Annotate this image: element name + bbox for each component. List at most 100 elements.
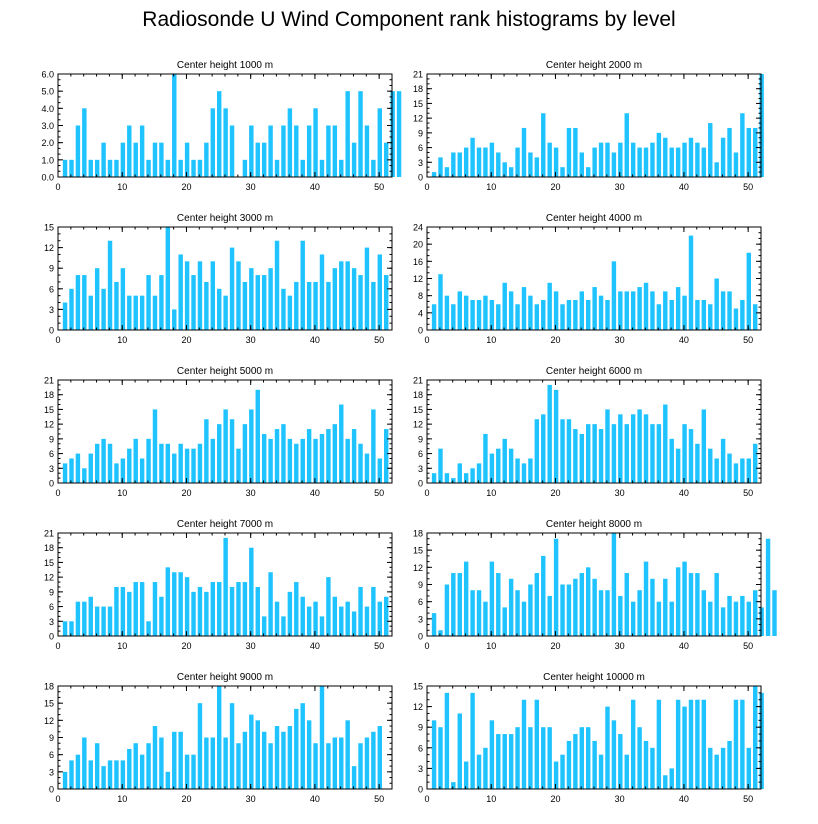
panel-title: Center height 1000 m xyxy=(177,60,273,71)
bar xyxy=(159,737,164,789)
bar xyxy=(94,159,100,177)
y-tick-label: 3 xyxy=(418,614,423,624)
bar xyxy=(358,586,363,636)
bar xyxy=(242,159,248,177)
x-tick-label: 20 xyxy=(550,488,560,498)
bar xyxy=(82,275,87,330)
x-tick-label: 40 xyxy=(679,488,689,498)
bar xyxy=(534,699,540,789)
y-tick-label: 0 xyxy=(418,632,423,642)
bar xyxy=(695,443,700,483)
bar xyxy=(184,142,190,177)
y-tick-label: 9 xyxy=(49,264,54,274)
bar xyxy=(62,159,68,177)
bar xyxy=(605,590,610,636)
bar xyxy=(127,748,132,789)
x-tick-label: 10 xyxy=(117,335,127,345)
y-tick-label: 18 xyxy=(44,682,54,692)
x-tick-label: 30 xyxy=(246,182,256,192)
bar xyxy=(120,142,126,177)
bar xyxy=(573,127,578,177)
bar xyxy=(332,596,338,636)
bar xyxy=(82,601,87,636)
bar xyxy=(547,384,552,483)
figure-title: Radiosonde U Wind Component rank histogr… xyxy=(142,8,676,31)
bar xyxy=(630,291,636,331)
bar xyxy=(650,291,655,331)
bar xyxy=(351,142,357,177)
bar xyxy=(287,438,293,483)
bar xyxy=(127,295,132,330)
bar xyxy=(753,686,758,789)
bar xyxy=(483,601,488,636)
x-tick-label: 40 xyxy=(310,641,320,651)
y-tick-label: 0 xyxy=(418,785,423,795)
bar xyxy=(560,754,565,789)
bar xyxy=(351,611,357,636)
bar xyxy=(746,127,751,177)
panel-title: Center height 5000 m xyxy=(177,366,273,377)
bar xyxy=(319,616,325,636)
bar xyxy=(197,703,203,789)
bar xyxy=(114,463,119,483)
bar xyxy=(476,147,482,177)
bar xyxy=(714,754,719,789)
bar xyxy=(62,302,68,330)
panel-title: Center height 10000 m xyxy=(543,672,645,683)
bar xyxy=(274,159,280,177)
bar xyxy=(345,601,350,636)
bar xyxy=(236,743,241,789)
bar xyxy=(268,125,273,177)
bar xyxy=(650,747,655,789)
bar xyxy=(204,142,209,177)
bar xyxy=(431,613,437,636)
bar xyxy=(69,159,74,177)
bar xyxy=(579,433,584,483)
bar xyxy=(326,281,331,330)
x-tick-label: 40 xyxy=(310,335,320,345)
bar xyxy=(444,473,450,483)
chart-panel-8: Center height 8000 m 0 3 6 9 12 15 18 0 10 20 30 40 5… xyxy=(413,519,777,651)
bar xyxy=(643,740,649,789)
y-tick-label: 15 xyxy=(44,223,54,233)
bar xyxy=(688,429,694,483)
bar xyxy=(759,607,764,636)
y-tick-label: 12 xyxy=(44,420,54,430)
bar xyxy=(114,586,119,636)
y-tick-label: 2.0 xyxy=(41,138,54,148)
x-tick-label: 20 xyxy=(181,335,191,345)
bar xyxy=(579,152,584,177)
bar xyxy=(377,108,382,177)
bar xyxy=(740,595,745,636)
bar xyxy=(451,152,456,177)
bar xyxy=(69,458,74,483)
bar xyxy=(753,304,758,330)
bar xyxy=(390,91,395,177)
x-tick-label: 50 xyxy=(374,335,384,345)
y-tick-label: 3 xyxy=(49,464,54,474)
bar xyxy=(618,291,623,331)
bar xyxy=(605,409,610,483)
bar xyxy=(663,775,668,789)
bar xyxy=(515,458,520,483)
bar xyxy=(534,573,540,636)
bar xyxy=(508,734,514,789)
bar xyxy=(120,760,126,789)
bar xyxy=(701,590,707,636)
x-tick-label: 0 xyxy=(55,794,60,804)
bar xyxy=(287,726,293,789)
bar xyxy=(438,274,443,330)
x-tick-label: 20 xyxy=(181,182,191,192)
bar xyxy=(384,142,389,177)
y-tick-label: 21 xyxy=(44,529,54,539)
bar xyxy=(107,159,113,177)
bar xyxy=(508,291,514,331)
y-tick-label: 3 xyxy=(49,767,54,777)
bar xyxy=(508,448,514,483)
bar xyxy=(268,572,273,636)
bar xyxy=(688,699,694,789)
bar xyxy=(502,162,507,177)
bar xyxy=(210,438,215,483)
bar xyxy=(146,275,151,330)
bar xyxy=(669,601,674,636)
